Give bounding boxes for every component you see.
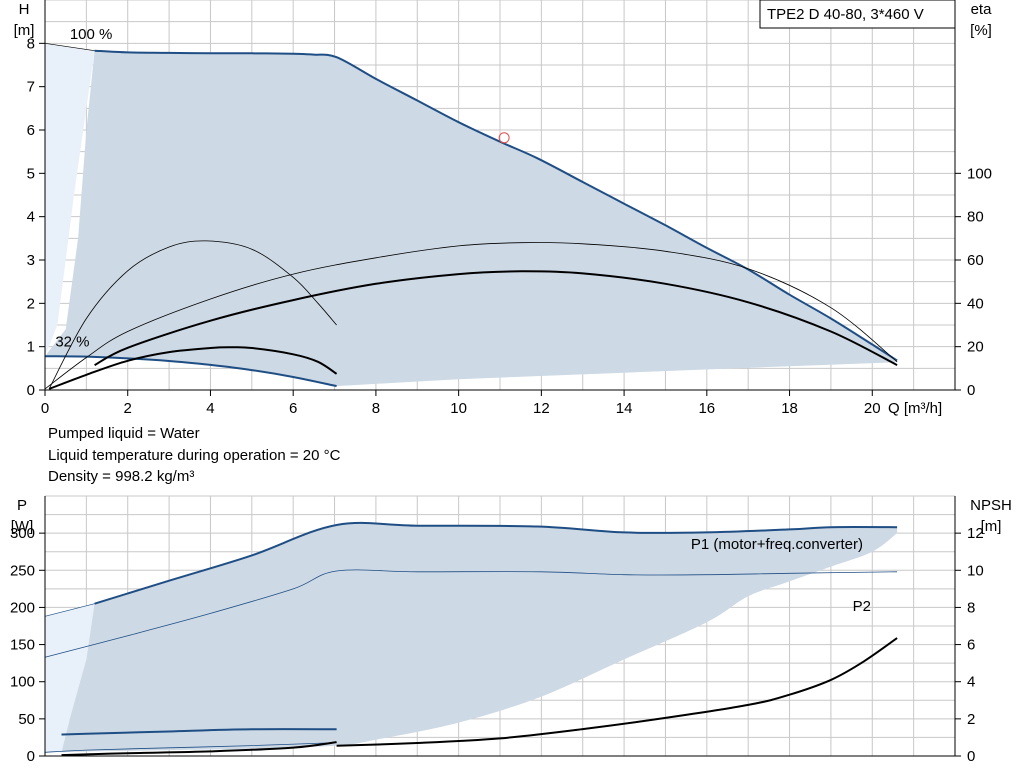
curve-eta-total-max	[94, 270, 898, 366]
y-axis-label: H	[19, 1, 30, 18]
curve-npsh-low	[61, 741, 337, 757]
curve-head-max	[94, 49, 898, 362]
head-extension-line	[44, 43, 95, 51]
y2-tick-label: 100	[967, 165, 992, 182]
y-axis-label: P	[17, 497, 27, 514]
curve-npsh-main	[336, 637, 898, 747]
y2-axis-label: NPSH	[970, 497, 1012, 514]
y-tick-label: 200	[10, 599, 35, 616]
density-label: Density = 998.2 kg/m³	[48, 468, 195, 485]
y-axis-unit: [m]	[14, 22, 35, 39]
curve-p2-max	[44, 569, 898, 658]
power-npsh-chart: 0 50 100 150 200 250 300 0 2 4 6 8 10 12 P [W] NPSH [m] P1…	[10, 495, 1012, 765]
duty-point-marker	[498, 132, 510, 144]
chart-title: TPE2 D 40-80, 3*460 V	[767, 6, 924, 23]
speed-annotation: 100 %	[70, 26, 113, 43]
y2-axis-unit: [m]	[981, 518, 1002, 535]
speed-annotation: 32 %	[55, 334, 89, 351]
y2-tick-label: 0	[967, 748, 975, 765]
y2-axis-unit: [%]	[970, 22, 992, 39]
x-tick-label: 14	[616, 400, 633, 417]
y-tick-label: 4	[27, 209, 35, 226]
curve-head-min	[44, 355, 337, 388]
curve-eta-total-min	[48, 346, 338, 390]
x-tick-label: 6	[289, 400, 297, 417]
y-tick-label: 1	[27, 339, 35, 356]
y2-tick-label: 6	[967, 637, 975, 654]
y-tick-label: 300	[10, 525, 35, 542]
title-box	[759, 0, 956, 29]
x-tick-label: 10	[450, 400, 467, 417]
x-tick-label: 2	[124, 400, 132, 417]
pumped-liquid-label: Pumped liquid = Water	[48, 425, 200, 442]
y-tick-label: 3	[27, 252, 35, 269]
y-axis-unit: [W]	[11, 518, 34, 535]
y2-tick-label: 40	[967, 295, 984, 312]
p1-label: P1 (motor+freq.converter)	[691, 536, 863, 553]
y2-tick-label: 80	[967, 209, 984, 226]
y-tick-label: 7	[27, 79, 35, 96]
y2-tick-label: 20	[967, 339, 984, 356]
p1-extension-line	[44, 603, 95, 617]
curve-eta-pump-max	[44, 242, 898, 390]
y2-tick-label: 2	[967, 711, 975, 728]
y-tick-label: 8	[27, 35, 35, 52]
x-tick-label: 4	[206, 400, 214, 417]
low-flow-region	[45, 603, 95, 753]
y-tick-label: 0	[27, 382, 35, 399]
y2-tick-label: 12	[967, 525, 984, 542]
curve-eta-pump-min	[48, 240, 337, 390]
low-flow-region	[45, 43, 95, 357]
curve-p2-min	[44, 742, 337, 753]
y-tick-label: 5	[27, 165, 35, 182]
x-axis-label: Q [m³/h]	[888, 400, 942, 417]
curve-p1-max	[94, 521, 898, 605]
head-efficiency-chart: 0 2 4 6 8 10 12 14 16 18 20012345678020406080100H[…	[14, 0, 993, 417]
x-tick-label: 0	[41, 400, 49, 417]
liquid-temperature-label: Liquid temperature during operation = 20…	[48, 447, 341, 464]
y-tick-label: 250	[10, 562, 35, 579]
x-tick-label: 18	[781, 400, 798, 417]
y-tick-label: 50	[18, 711, 35, 728]
y-tick-label: 100	[10, 674, 35, 691]
y-tick-label: 0	[27, 748, 35, 765]
y2-axis-label: eta	[971, 1, 993, 18]
y2-tick-label: 10	[967, 562, 984, 579]
operating-region	[45, 50, 898, 387]
y-tick-label: 6	[27, 122, 35, 139]
x-tick-label: 8	[372, 400, 380, 417]
x-tick-label: 20	[864, 400, 881, 417]
x-tick-label: 12	[533, 400, 550, 417]
y2-tick-label: 8	[967, 599, 975, 616]
x-tick-label: 16	[698, 400, 715, 417]
y-tick-label: 2	[27, 295, 35, 312]
operating-region	[61, 522, 898, 753]
y2-tick-label: 60	[967, 252, 984, 269]
curve-p1-min	[61, 728, 337, 736]
y-tick-label: 150	[10, 637, 35, 654]
p2-label: P2	[853, 598, 871, 615]
y2-tick-label: 0	[967, 382, 975, 399]
y2-tick-label: 4	[967, 674, 975, 691]
